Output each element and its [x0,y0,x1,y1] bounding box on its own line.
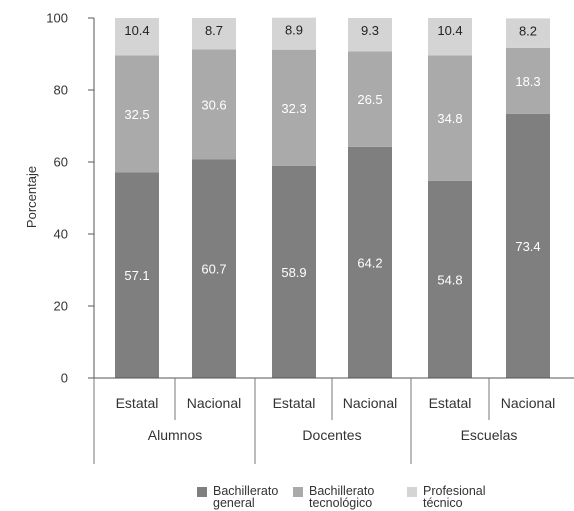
bar-segment [272,165,316,378]
x-tick-label: Estatal [273,395,316,411]
bar-segment [506,47,550,114]
legend-swatch [293,487,303,497]
x-tick-label: Nacional [343,395,397,411]
data-label: 8.9 [285,23,303,38]
data-label: 64.2 [357,255,382,270]
bar-segment [506,18,550,48]
bar-segment [428,18,472,56]
y-tick-label: 100 [46,11,68,26]
legend-label: técnico [423,496,463,510]
y-tick-label: 20 [54,299,68,314]
x-group-label: Escuelas [461,427,518,443]
x-group-label: Alumnos [148,427,202,443]
y-tick-label: 60 [54,155,68,170]
bar-segment [272,17,316,50]
bar-segment [428,55,472,181]
bar-segment [348,18,392,52]
data-label: 8.7 [205,23,223,38]
data-label: 8.2 [519,23,537,38]
data-label: 26.5 [357,92,382,107]
bar-segment [115,18,159,56]
data-label: 30.6 [201,97,226,112]
y-axis-label: Porcentaje [24,166,39,228]
bar-segment [115,55,159,173]
data-label: 32.5 [124,107,149,122]
plot-area: 0 20 40 60 80 100 57.1 32.5 10.4 60.7 30.6 8.7 58.9 3… [46,11,574,510]
data-label: 60.7 [201,262,226,277]
data-label: 58.9 [281,265,306,280]
data-label: 57.1 [124,268,149,283]
bar-segment [192,49,236,160]
x-tick-label: Nacional [501,395,555,411]
data-label: 73.4 [515,239,540,254]
legend-label: Profesional [423,484,486,498]
data-label: 9.3 [361,23,379,38]
data-label: 18.3 [515,74,540,89]
bar-segment [506,113,550,378]
x-tick-label: Estatal [429,395,472,411]
bar-segment [192,159,236,378]
data-label: 10.4 [437,23,462,38]
x-tick-label: Estatal [116,395,159,411]
bar-segment [115,172,159,378]
bar-segment [192,18,236,50]
bar-segment [348,51,392,147]
legend-swatch [197,487,207,497]
legend-label: Bachillerato [309,484,374,498]
x-group-label: Docentes [302,427,361,443]
legend-label: general [213,496,255,510]
bar-segment [272,49,316,166]
x-tick-label: Nacional [187,395,241,411]
y-tick-label: 80 [54,83,68,98]
bar-segment [348,146,392,378]
data-label: 34.8 [437,111,462,126]
data-label: 54.8 [437,272,462,287]
bar-segment [428,180,472,378]
legend-swatch [407,487,417,497]
legend-label: Bachillerato [213,484,278,498]
y-tick-label: 40 [54,227,68,242]
y-tick-label: 0 [61,371,68,386]
data-label: 32.3 [281,101,306,116]
legend-label: tecnológico [309,496,372,510]
data-label: 10.4 [124,23,149,38]
